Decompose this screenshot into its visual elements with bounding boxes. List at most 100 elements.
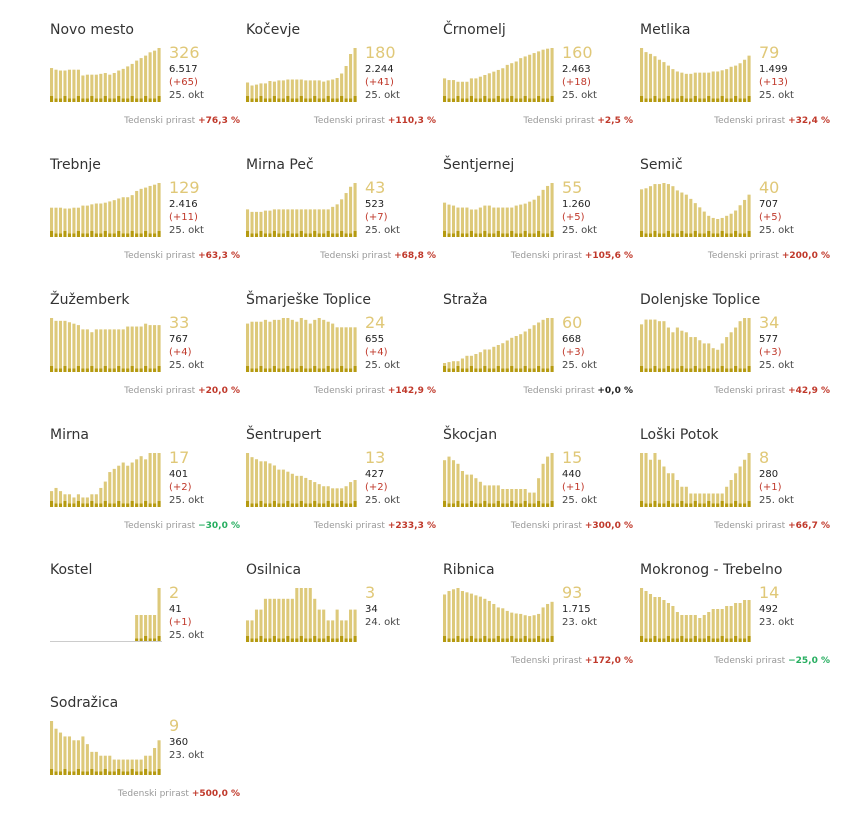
bar — [519, 204, 523, 237]
bar — [492, 485, 496, 507]
bar-daily-segment — [126, 771, 130, 775]
bar-daily-segment — [331, 638, 335, 642]
bar — [716, 219, 720, 237]
bar-daily-segment — [153, 98, 157, 102]
weekly-growth-value: +20,0 % — [198, 386, 240, 396]
data-date: 25. okt — [365, 225, 400, 236]
bar — [286, 209, 290, 237]
bar-daily-segment — [743, 233, 747, 237]
bar — [304, 477, 308, 507]
bar — [451, 460, 456, 507]
bar — [447, 80, 451, 102]
bar — [99, 487, 103, 507]
bar-daily-segment — [492, 233, 496, 237]
bar — [640, 453, 644, 507]
current-count: 3 — [365, 583, 376, 602]
bar — [456, 463, 460, 507]
bar-daily-segment — [689, 233, 693, 237]
bar-daily-segment — [81, 771, 85, 775]
bar — [666, 65, 670, 102]
stats-block: 33 767 (+4) 25. okt — [169, 314, 239, 372]
bar-daily-segment — [135, 503, 139, 507]
bar-daily-segment — [308, 638, 312, 642]
bar-chart-svg — [443, 183, 554, 237]
bar-daily-segment — [76, 366, 80, 372]
bar-daily-segment — [532, 503, 536, 507]
bar — [747, 318, 751, 372]
bar-daily-segment — [326, 636, 330, 642]
bar-daily-segment — [259, 636, 263, 642]
bar-daily-segment — [103, 501, 107, 507]
bar-daily-segment — [58, 503, 63, 507]
bar-daily-segment — [263, 233, 267, 237]
bar — [112, 200, 116, 237]
municipality-name: Novo mesto — [50, 22, 134, 38]
bar — [483, 485, 487, 507]
bar-daily-segment — [657, 638, 661, 642]
bar — [666, 184, 670, 237]
bar-daily-segment — [519, 98, 523, 102]
bar — [117, 759, 121, 775]
bar — [259, 461, 263, 507]
bar-chart — [443, 451, 555, 507]
bar-daily-segment — [112, 368, 116, 372]
municipality-card: Črnomelj 160 2.463 (+18) 25. okt Tedenski pri… — [443, 22, 633, 142]
bar-daily-segment — [72, 233, 76, 237]
bar — [662, 321, 666, 372]
bar-daily-segment — [474, 638, 478, 642]
bar-daily-segment — [335, 503, 339, 507]
bar — [139, 615, 143, 642]
bar — [85, 329, 89, 372]
bar-daily-segment — [148, 771, 152, 775]
bar-daily-segment — [447, 368, 451, 372]
bar-daily-segment — [469, 501, 473, 507]
bar — [702, 211, 706, 237]
bar-daily-segment — [295, 233, 299, 237]
weekly-growth-label: Tedenski prirast — [714, 116, 786, 126]
bar-chart — [246, 46, 358, 102]
bar — [483, 75, 487, 102]
bar — [103, 73, 107, 102]
bar-daily-segment — [295, 98, 299, 102]
bar — [711, 348, 715, 372]
bar-daily-segment — [148, 368, 152, 372]
bar-daily-segment — [666, 366, 670, 372]
bar-daily-segment — [254, 98, 259, 102]
bar — [738, 603, 742, 642]
data-date: 24. okt — [365, 617, 400, 628]
bar — [541, 607, 545, 642]
weekly-growth: Tedenski prirast −30,0 % — [124, 521, 240, 531]
bar — [290, 319, 294, 372]
bar-daily-segment — [144, 366, 148, 372]
bar — [528, 492, 532, 507]
bar-daily-segment — [130, 769, 134, 775]
bar-daily-segment — [281, 368, 285, 372]
total-count: 280 — [759, 469, 779, 480]
bar — [335, 327, 339, 372]
bar — [58, 207, 63, 237]
stats-block: 13 427 (+2) 25. okt — [365, 449, 435, 507]
bar — [519, 489, 523, 507]
bar-daily-segment — [121, 503, 125, 507]
bar — [54, 207, 58, 237]
stats-block: 8 280 (+1) 25. okt — [759, 449, 829, 507]
bar-chart — [50, 586, 162, 642]
bar-chart-svg — [50, 318, 161, 372]
bar-daily-segment — [693, 366, 697, 372]
bar-daily-segment — [460, 503, 464, 507]
bar — [747, 453, 751, 507]
bar-daily-segment — [108, 771, 112, 775]
bar — [308, 480, 312, 507]
bar — [254, 321, 259, 372]
bar — [295, 475, 299, 507]
bar-daily-segment — [501, 503, 505, 507]
bar — [85, 205, 89, 237]
weekly-growth: Tedenski prirast +68,8 % — [320, 251, 436, 261]
bar — [680, 486, 684, 507]
current-count: 160 — [562, 43, 593, 62]
bar — [126, 66, 130, 102]
bar — [523, 203, 527, 237]
bar-daily-segment — [666, 96, 670, 102]
bar — [465, 81, 469, 102]
